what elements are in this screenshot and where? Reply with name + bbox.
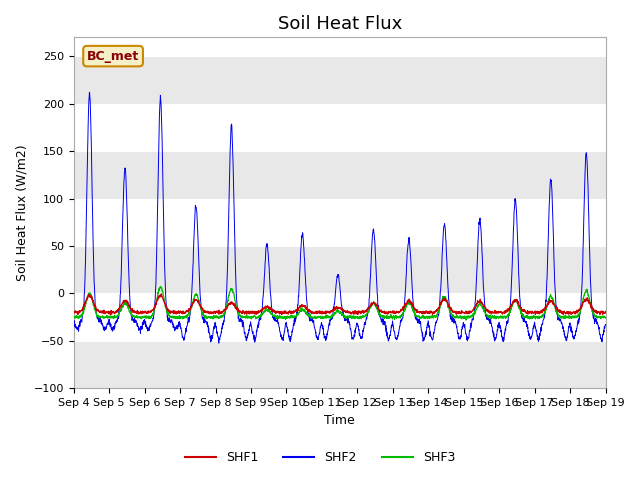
SHF3 bbox=[70, 315, 77, 321]
SHF1 bbox=[556, 307, 563, 312]
SHF2 bbox=[602, 322, 609, 327]
SHF1 bbox=[157, 291, 165, 297]
SHF1 bbox=[495, 309, 502, 314]
Title: Soil Heat Flux: Soil Heat Flux bbox=[278, 15, 402, 33]
Line: SHF3: SHF3 bbox=[74, 287, 605, 320]
Line: SHF1: SHF1 bbox=[74, 294, 605, 315]
Text: BC_met: BC_met bbox=[87, 49, 140, 62]
SHF3 bbox=[367, 304, 374, 310]
SHF3 bbox=[495, 315, 502, 321]
SHF3 bbox=[556, 313, 563, 319]
SHF3 bbox=[462, 317, 470, 323]
SHF1 bbox=[602, 309, 609, 314]
SHF2 bbox=[86, 89, 93, 95]
SHF3 bbox=[218, 312, 226, 318]
SHF3 bbox=[157, 284, 164, 289]
SHF2 bbox=[570, 335, 578, 341]
X-axis label: Time: Time bbox=[324, 414, 355, 427]
Bar bbox=[74, 151, 605, 199]
SHF3 bbox=[355, 314, 363, 320]
SHF2 bbox=[367, 263, 374, 269]
SHF2 bbox=[215, 340, 223, 346]
SHF2 bbox=[219, 324, 227, 330]
SHF3 bbox=[570, 315, 578, 321]
Bar bbox=[74, 246, 605, 293]
SHF3 bbox=[602, 314, 609, 320]
SHF2 bbox=[495, 323, 502, 329]
SHF2 bbox=[70, 317, 77, 323]
SHF1 bbox=[106, 312, 114, 318]
Bar bbox=[74, 56, 605, 104]
Y-axis label: Soil Heat Flux (W/m2): Soil Heat Flux (W/m2) bbox=[15, 144, 28, 281]
SHF2 bbox=[355, 333, 363, 338]
SHF2 bbox=[556, 315, 563, 321]
Bar bbox=[74, 341, 605, 388]
SHF1 bbox=[70, 309, 77, 315]
SHF1 bbox=[570, 310, 578, 316]
SHF1 bbox=[355, 310, 363, 316]
SHF1 bbox=[367, 302, 374, 308]
Legend: SHF1, SHF2, SHF3: SHF1, SHF2, SHF3 bbox=[180, 446, 460, 469]
SHF1 bbox=[219, 310, 227, 316]
Line: SHF2: SHF2 bbox=[74, 92, 605, 343]
